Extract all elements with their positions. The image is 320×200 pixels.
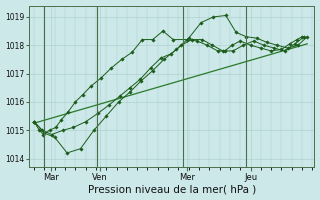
X-axis label: Pression niveau de la mer( hPa ): Pression niveau de la mer( hPa ) — [88, 184, 256, 194]
